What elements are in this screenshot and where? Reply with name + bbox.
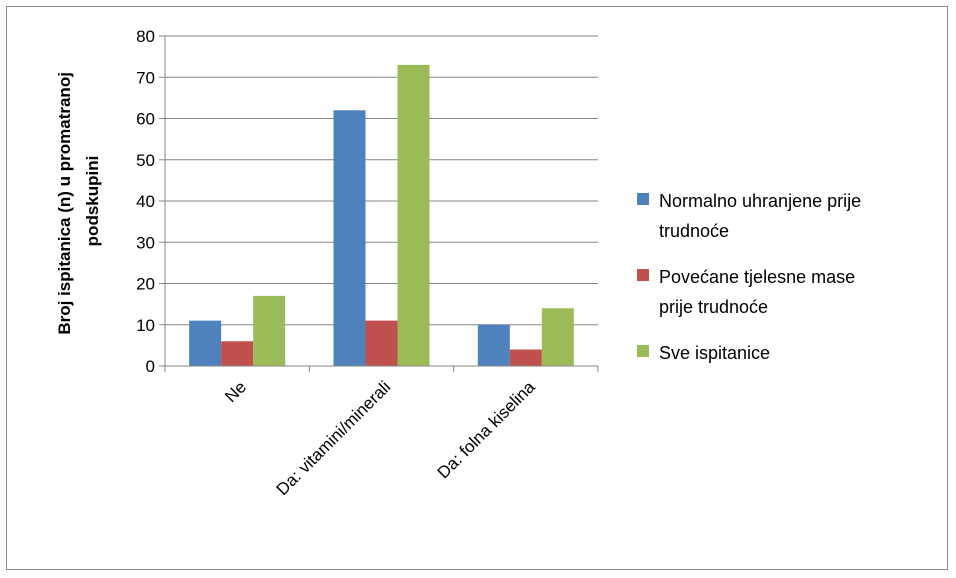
y-tick-label: 20 (136, 275, 155, 294)
x-tick-labels: Ne Da: vitamini/minerali Da: folna kiselin… (164, 366, 599, 499)
bar (253, 295, 286, 366)
y-tick-label: 70 (136, 68, 155, 87)
legend-swatch (637, 193, 649, 205)
chart-frame (6, 6, 948, 570)
y-axis-title-line-2: podskupini (83, 156, 102, 247)
gridlines (165, 35, 598, 326)
y-tick-label: 10 (136, 316, 155, 335)
legend-swatch (637, 269, 649, 281)
x-tick-label: Da: folna kiselina (434, 377, 539, 482)
y-tick-label: 0 (146, 357, 155, 376)
y-tick-label: 40 (136, 192, 155, 211)
bar (189, 320, 222, 366)
legend-swatch (637, 345, 649, 357)
y-axis-title-line-1: Broj ispitanica (n) u promatranoj (55, 72, 74, 335)
legend-label: Sve ispitanice (659, 343, 770, 363)
y-tick-label: 60 (136, 110, 155, 129)
legend-label: prije trudnoće (659, 297, 768, 317)
bar (365, 320, 398, 366)
bar (541, 308, 574, 366)
bar (397, 64, 430, 366)
bar (221, 341, 254, 366)
bar (477, 324, 510, 366)
legend: Normalno uhranjene prije trudnoće Povećane… (637, 191, 861, 363)
x-tick-label: Da: vitamini/minerali (273, 377, 395, 499)
y-axis-title: Broj ispitanica (n) u promatranoj podsku… (55, 67, 102, 334)
bars (189, 64, 574, 366)
bar (333, 110, 366, 366)
y-tick-label: 80 (136, 27, 155, 46)
legend-label: trudnoće (659, 221, 729, 241)
bar (509, 349, 542, 366)
y-tick-label: 30 (136, 233, 155, 252)
y-tick-label: 50 (136, 151, 155, 170)
legend-label: Povećane tjelesne mase (659, 267, 855, 287)
y-tick-labels: 0 10 20 30 40 50 60 70 80 (136, 27, 165, 376)
legend-label: Normalno uhranjene prije (659, 191, 861, 211)
x-tick-label: Ne (221, 377, 250, 406)
